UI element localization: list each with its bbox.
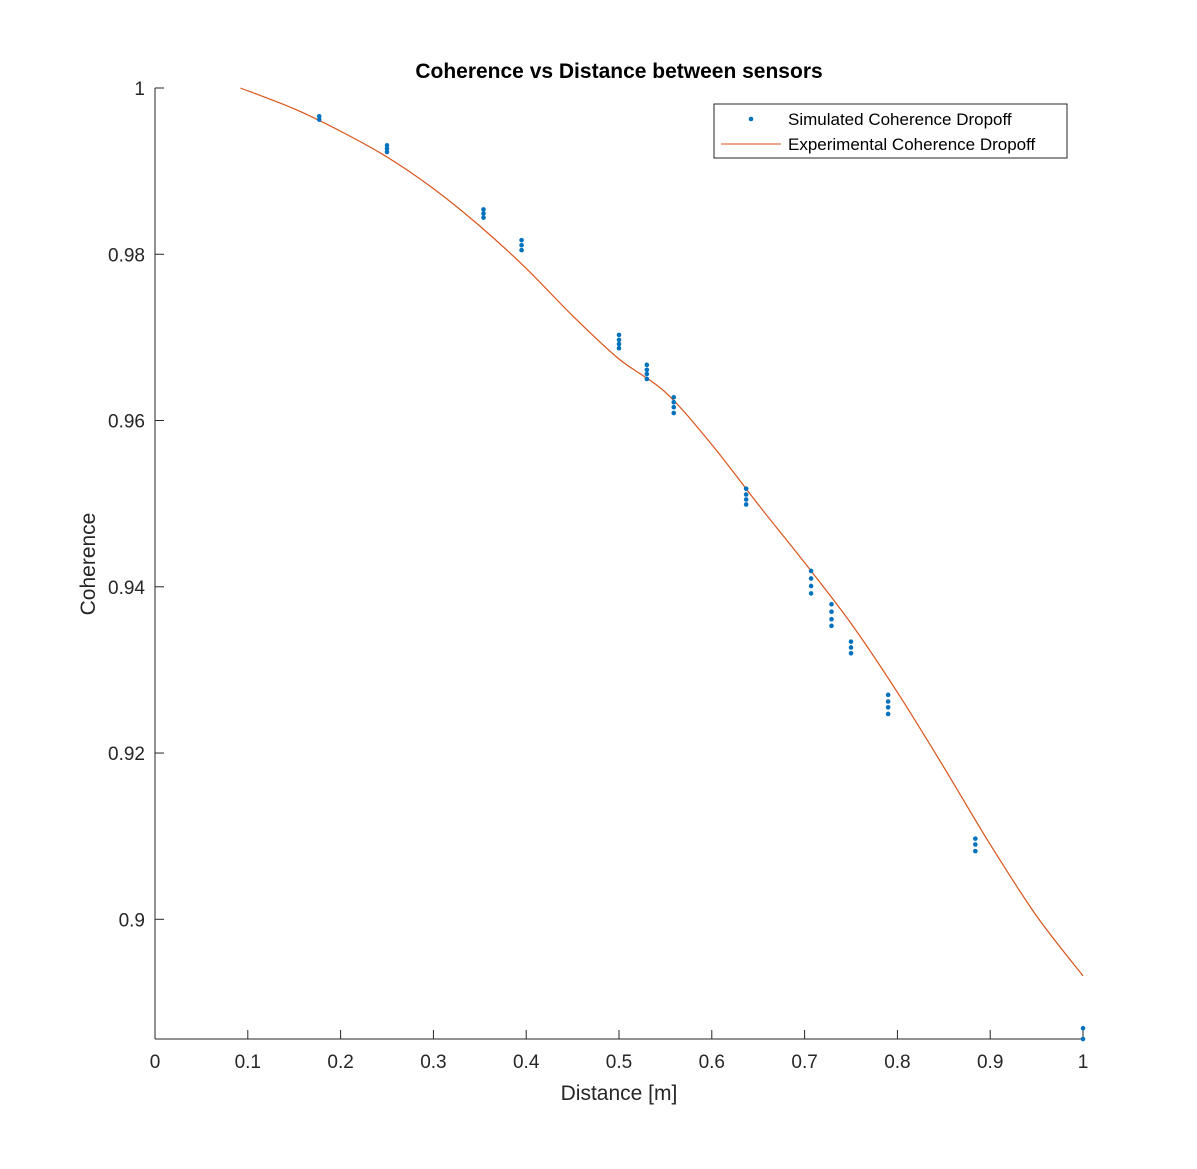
data-point [481,211,486,216]
data-point [743,502,749,507]
y-tick-label: 0.9 [119,910,145,931]
data-point [743,497,749,502]
data-point [519,242,524,248]
data-point [743,486,749,491]
x-tick-label: 0.6 [699,1052,725,1073]
data-point [519,237,524,243]
data-point [743,492,749,497]
data-point [973,842,978,847]
legend-label-experimental: Experimental Coherence Dropoff [788,135,1036,154]
data-point [973,848,978,854]
data-point [829,609,834,615]
data-point [848,645,854,650]
x-axis-ticks: 0 0.1 0.2 0.3 0.4 0.5 0.6 0.7 0.8 0.9 1 [150,1030,1089,1073]
data-point [616,345,622,351]
experimental-curve [240,87,1084,977]
data-point [481,207,486,212]
y-axis-label: Coherence [77,513,100,616]
data-point [644,362,650,368]
x-tick-label: 0 [150,1052,161,1073]
data-point [384,146,390,151]
data-point [885,699,891,704]
data-point [671,394,677,400]
legend-label-simulated: Simulated Coherence Dropoff [788,110,1012,129]
data-point [644,371,650,377]
data-point [885,692,891,698]
data-point [481,215,486,220]
data-point [671,410,677,416]
x-axis-label: Distance [m] [561,1082,678,1105]
x-tick-label: 0.2 [327,1052,353,1073]
data-point [616,341,622,347]
data-point [848,650,854,656]
data-point [644,367,650,373]
data-point [808,591,814,596]
data-point [1080,1036,1086,1042]
data-point [616,337,622,343]
legend-marker-simulated [748,116,754,122]
data-point [808,576,814,581]
experimental-series [240,87,1084,977]
x-tick-label: 0.3 [420,1052,446,1073]
chart-title: Coherence vs Distance between sensors [415,60,822,83]
y-tick-label: 0.92 [108,744,145,765]
data-point [829,601,834,607]
data-point [885,711,891,717]
data-point [973,836,978,841]
x-tick-label: 0.1 [235,1052,261,1073]
data-point [885,705,891,710]
data-point [671,399,677,405]
legend: Simulated Coherence Dropoff Experimental… [713,103,1068,159]
data-point [808,568,814,574]
data-point [1080,1025,1086,1031]
data-point [808,583,814,589]
data-point [316,117,322,122]
x-tick-label: 0.7 [791,1052,817,1073]
data-point [829,623,834,629]
simulated-series [316,113,1086,1042]
x-tick-label: 0.5 [606,1052,632,1073]
data-point [384,143,390,148]
data-point [671,404,677,410]
y-tick-label: 1 [134,79,145,100]
x-tick-label: 1 [1078,1052,1089,1073]
data-point [644,376,650,382]
x-tick-label: 0.4 [513,1052,540,1073]
data-point [384,149,390,155]
x-tick-label: 0.8 [884,1052,910,1073]
y-tick-label: 0.98 [108,245,145,266]
data-point [829,616,834,622]
y-tick-label: 0.94 [108,578,145,599]
data-point [316,113,322,119]
x-tick-label: 0.9 [977,1052,1003,1073]
data-point [519,247,524,253]
data-point [848,639,854,644]
legend-box [713,103,1068,159]
data-point [616,332,622,338]
y-axis-ticks: 0.9 0.92 0.94 0.96 0.98 1 [108,79,164,931]
y-tick-label: 0.96 [108,412,145,433]
